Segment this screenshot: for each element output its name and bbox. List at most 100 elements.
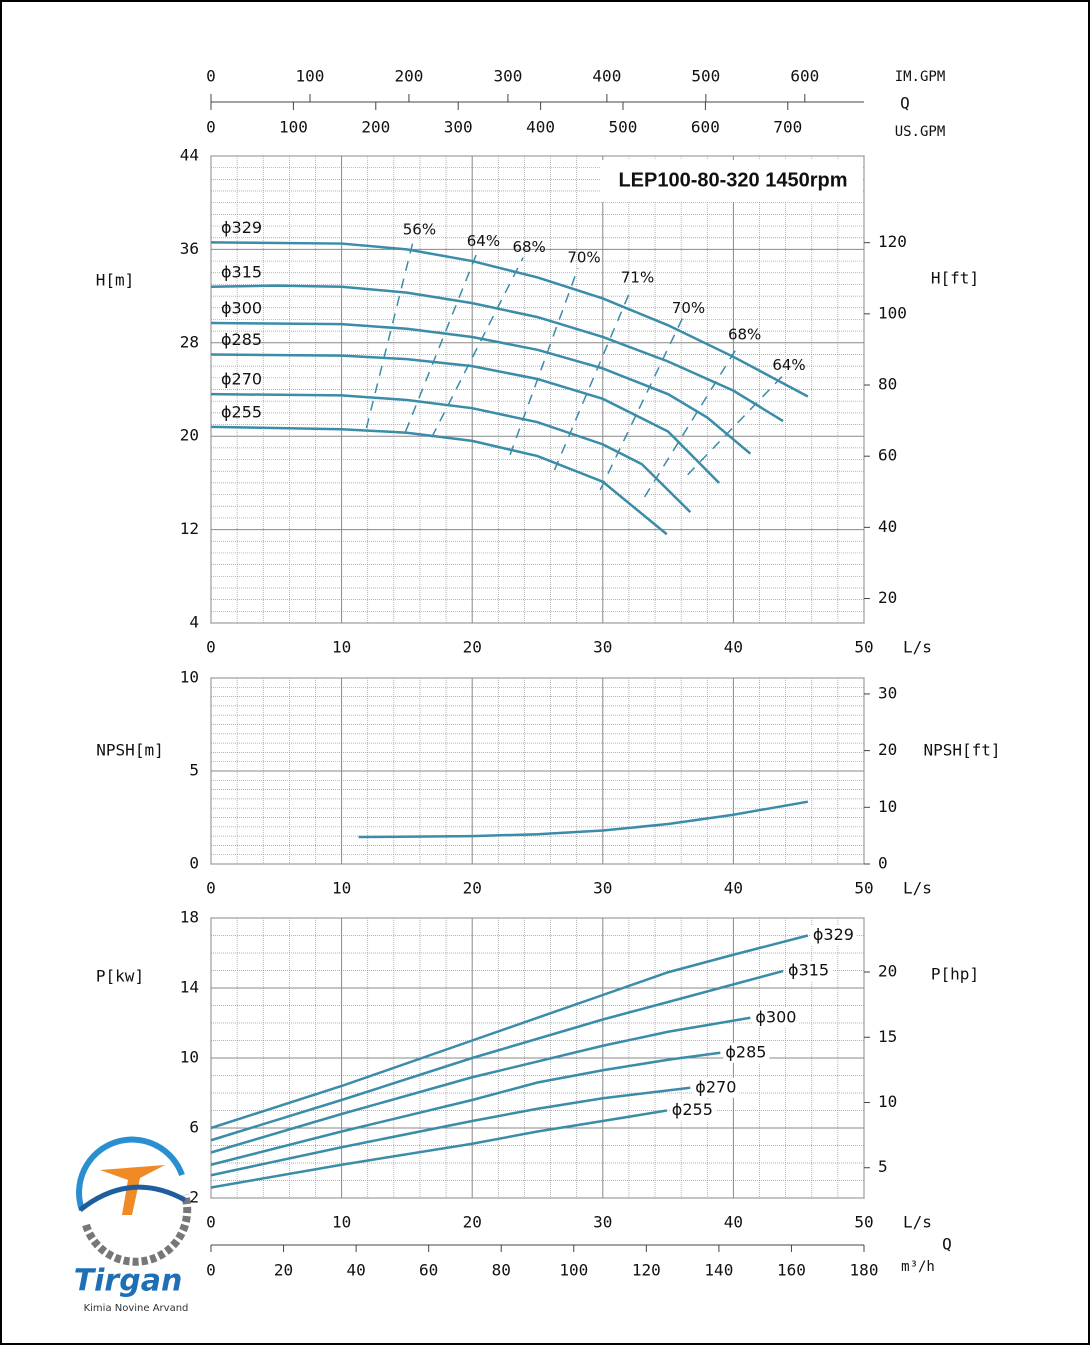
series-label: ϕ285 — [221, 330, 262, 349]
y2-axis-label: H[ft] — [931, 269, 979, 288]
curve — [210, 321, 752, 455]
chart-title: LEP100-80-320 1450rpm — [618, 169, 847, 191]
efficiency-line — [643, 344, 740, 498]
top-axis-tick-label: 600 — [790, 67, 819, 86]
curve — [210, 392, 692, 513]
efficiency-line — [404, 251, 479, 432]
efficiency-line — [553, 287, 633, 471]
logo-t — [100, 1165, 165, 1215]
curve — [358, 800, 809, 839]
series-label: ϕ300 — [221, 298, 262, 317]
x-tick-label: 40 — [724, 1213, 743, 1232]
bottom-axis-tick-label: 0 — [206, 1261, 216, 1280]
bottom-axis-tick-label: 120 — [632, 1261, 661, 1280]
x-tick-label: 40 — [724, 879, 743, 898]
y-tick-label: 4 — [189, 613, 199, 632]
y-tick-label: 36 — [180, 239, 199, 258]
curve — [210, 969, 784, 1142]
top-axis-label: IM.GPM — [895, 69, 946, 85]
x-axis-label: L/s — [903, 879, 932, 898]
top-axis-tick-label: 100 — [279, 118, 308, 137]
series-label: ϕ285 — [725, 1042, 766, 1061]
x-tick-label: 20 — [463, 638, 482, 657]
series-label-bg — [723, 1042, 770, 1063]
logo-swoosh — [78, 1184, 187, 1212]
efficiency-label: 70% — [567, 249, 600, 267]
efficiency-line — [365, 239, 415, 429]
efficiency-line — [687, 374, 784, 476]
y-tick-label: 0 — [189, 854, 199, 873]
efficiency-label: 68% — [728, 326, 761, 344]
y2-tick-label: 20 — [878, 740, 897, 759]
efficiency-label: 68% — [512, 238, 545, 256]
y2-tick-label: 30 — [878, 683, 897, 702]
top-axis-tick-label: 0 — [206, 118, 216, 137]
y2-tick-label: 0 — [878, 854, 888, 873]
series-label: ϕ329 — [813, 925, 854, 944]
x-tick-label: 0 — [206, 638, 216, 657]
x-tick-label: 10 — [332, 879, 351, 898]
title-box — [600, 160, 862, 202]
x-tick-label: 30 — [593, 1213, 612, 1232]
series-label-bg — [753, 1007, 800, 1028]
y-tick-label: 2 — [189, 1188, 199, 1207]
bottom-axis-label: m³/h — [901, 1259, 935, 1275]
top-axis-tick-label: 100 — [296, 67, 325, 86]
y2-tick-label: 20 — [878, 588, 897, 607]
x-tick-label: 30 — [593, 879, 612, 898]
bottom-axis-tick-label: 40 — [346, 1261, 365, 1280]
series-label-bg — [810, 925, 857, 946]
efficiency-label: 64% — [772, 356, 805, 374]
y-tick-label: 6 — [189, 1118, 199, 1137]
top-axis-tick-label: 200 — [361, 118, 390, 137]
series-label-bg — [669, 1100, 716, 1121]
curve — [210, 353, 720, 484]
top-axis-tick-label: 200 — [394, 67, 423, 86]
logo: Tirgan Kimia Novine Arvand — [74, 1136, 192, 1314]
bottom-axis-tick-label: 100 — [559, 1261, 588, 1280]
curve — [210, 1109, 667, 1189]
curve — [210, 1086, 691, 1177]
y-tick-label: 10 — [180, 668, 199, 687]
bottom-axis-tick-label: 160 — [777, 1261, 806, 1280]
series-label: ϕ255 — [672, 1100, 713, 1119]
y-tick-label: 10 — [180, 1048, 199, 1067]
x-tick-label: 0 — [206, 879, 216, 898]
y2-tick-label: 100 — [878, 303, 907, 322]
series-label: ϕ329 — [221, 218, 262, 237]
y-axis-label: P[kw] — [96, 967, 144, 986]
efficiency-label: 71% — [621, 268, 654, 286]
series-label-bg — [786, 961, 833, 982]
bottom-axis-name: Q — [942, 1235, 952, 1254]
y-axis-label: NPSH[m] — [96, 741, 163, 760]
efficiency-label: 64% — [467, 232, 500, 250]
efficiency-line — [431, 257, 524, 438]
top-axis-tick-label: 500 — [609, 118, 638, 137]
y2-tick-label: 20 — [878, 962, 897, 981]
bottom-axis-tick-label: 60 — [419, 1261, 438, 1280]
logo-name: Tirgan — [74, 1264, 183, 1299]
top-axis-label: US.GPM — [895, 124, 946, 140]
series-label: ϕ315 — [221, 262, 262, 281]
series-label: ϕ270 — [221, 370, 262, 389]
curve — [210, 241, 809, 398]
curve — [210, 1051, 721, 1166]
x-tick-label: 40 — [724, 638, 743, 657]
y-axis-label: H[m] — [96, 271, 135, 290]
y-tick-label: 12 — [180, 519, 199, 538]
y2-axis-label: P[hp] — [931, 965, 979, 984]
logo-arc — [76, 1136, 185, 1211]
x-tick-label: 50 — [854, 1213, 873, 1232]
x-tick-label: 10 — [332, 1213, 351, 1232]
top-axis-tick-label: 400 — [526, 118, 555, 137]
top-axis-tick-label: 600 — [691, 118, 720, 137]
x-tick-label: 20 — [463, 1213, 482, 1232]
efficiency-label: 56% — [403, 221, 436, 239]
top-axis-q: Q — [900, 94, 910, 113]
y-tick-label: 5 — [189, 761, 199, 780]
y2-axis-label: NPSH[ft] — [923, 741, 1000, 760]
series-label: ϕ315 — [788, 961, 829, 980]
top-axis-tick-label: 0 — [206, 67, 216, 86]
y-tick-label: 14 — [180, 978, 199, 997]
